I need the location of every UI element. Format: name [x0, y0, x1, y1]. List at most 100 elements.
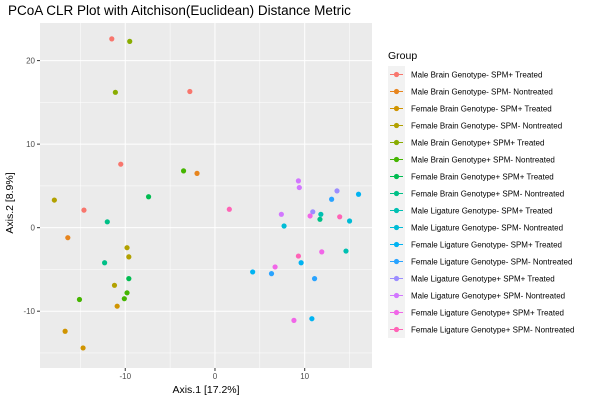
data-point-series-16 [337, 214, 343, 220]
legend-label: Female Brain Genotype- SPM+ Treated [411, 105, 552, 114]
data-point-series-5 [127, 38, 133, 44]
legend-item: Male Ligature Genotype- SPM+ Treated [388, 202, 553, 219]
data-point-series-16 [226, 206, 232, 212]
legend-item: Female Brain Genotype- SPM+ Treated [388, 100, 552, 117]
x-tick-label: 10 [300, 372, 309, 381]
legend-label: Female Brain Genotype+ SPM+ Treated [411, 173, 554, 182]
legend-key-point [393, 241, 400, 248]
data-point-series-13 [334, 188, 340, 194]
data-point-series-10 [346, 218, 353, 224]
data-point-series-14 [278, 211, 284, 217]
legend-item: Male Brain Genotype+ SPM- Nontreated [388, 151, 555, 168]
legend-item: Male Ligature Genotype- SPM- Nontreated [388, 219, 563, 236]
data-point-series-15 [319, 249, 325, 255]
data-point-series-8 [102, 260, 108, 266]
data-point-series-12 [329, 196, 335, 202]
data-point-series-11 [355, 191, 362, 197]
legend-label: Male Brain Genotype- SPM+ Treated [411, 71, 542, 80]
legend-key-point [393, 224, 400, 231]
legend-item: Female Brain Genotype- SPM- Nontreated [388, 117, 562, 134]
legend-label: Male Brain Genotype- SPM- Nontreated [411, 88, 553, 97]
data-point-series-2 [65, 235, 71, 241]
x-axis-title: Axis.1 [17.2%] [172, 384, 239, 396]
legend-label: Female Brain Genotype+ SPM- Nontreated [411, 190, 564, 199]
legend-key-point [393, 258, 400, 265]
legend-key-point [393, 156, 400, 163]
data-point-series-11 [298, 260, 304, 266]
data-point-series-1 [187, 88, 193, 95]
grid-minor [40, 23, 372, 368]
legend-key-point [393, 122, 400, 129]
legend-label: Male Brain Genotype+ SPM+ Treated [411, 139, 544, 148]
legend-label: Female Ligature Genotype+ SPM+ Treated [411, 309, 564, 318]
legend-item: Female Ligature Genotype- SPM+ Treated [388, 236, 562, 253]
legend-key-point [393, 275, 400, 282]
plot-panel [40, 23, 372, 368]
data-point-series-9 [318, 211, 324, 217]
legend-label: Female Ligature Genotype+ SPM- Nontreate… [411, 326, 574, 335]
x-tick-label: 0 [213, 372, 218, 381]
data-point-series-4 [124, 245, 130, 251]
data-point-series-12 [268, 271, 275, 277]
data-point-series-16 [295, 253, 302, 259]
data-point-series-6 [124, 290, 130, 296]
data-point-series-15 [291, 317, 297, 323]
data-point-series-5 [112, 89, 118, 95]
data-point-series-8 [104, 219, 110, 225]
data-point-series-6 [180, 168, 187, 174]
data-point-series-7 [145, 194, 152, 200]
data-point-series-3 [80, 345, 86, 351]
chart-title: PCoA CLR Plot with Aitchison(Euclidean) … [8, 3, 351, 18]
grid-major [40, 23, 372, 368]
legend-label: Female Ligature Genotype- SPM- Nontreate… [411, 258, 572, 267]
y-axis-title: Axis.2 [8.9%] [4, 172, 16, 233]
data-point-series-14 [295, 178, 302, 184]
data-point-series-14 [296, 184, 302, 191]
legend-key-point [393, 71, 400, 78]
legend-key-point [393, 173, 400, 180]
legend-label: Male Ligature Genotype- SPM+ Treated [411, 207, 553, 216]
legend-item: Male Brain Genotype- SPM+ Treated [388, 66, 542, 83]
legend-item: Female Ligature Genotype+ SPM+ Treated [388, 304, 564, 321]
legend: Group Male Brain Genotype- SPM+ TreatedM… [388, 50, 574, 338]
data-point-series-3 [114, 303, 120, 309]
data-point-series-4 [126, 254, 132, 260]
data-point-series-15 [272, 264, 278, 270]
y-axis-ticks: -10 0 10 20 [23, 57, 40, 316]
legend-item: Female Ligature Genotype+ SPM- Nontreate… [388, 321, 574, 338]
legend-items: Male Brain Genotype- SPM+ Treated Male Br… [388, 66, 574, 338]
data-point-series-12 [311, 276, 318, 282]
legend-key-point [393, 207, 400, 214]
legend-key-point [393, 139, 400, 146]
data-point-series-13 [310, 209, 316, 215]
x-axis-ticks: -10 0 10 [119, 368, 310, 381]
legend-label: Male Ligature Genotype+ SPM- Nontreated [411, 292, 565, 301]
x-tick-label: -10 [119, 372, 131, 381]
data-point-series-10 [281, 223, 287, 229]
data-point-series-2 [194, 170, 200, 176]
legend-item: Female Ligature Genotype- SPM- Nontreate… [388, 253, 572, 270]
legend-key-point [393, 105, 400, 112]
legend-label: Female Ligature Genotype- SPM+ Treated [411, 241, 562, 250]
legend-label: Male Ligature Genotype- SPM- Nontreated [411, 224, 563, 233]
data-point-series-4 [51, 197, 57, 203]
legend-item: Male Brain Genotype+ SPM+ Treated [388, 134, 544, 151]
data-point-series-6 [76, 296, 83, 303]
data-point-series-3 [62, 328, 68, 334]
data-points [51, 36, 362, 351]
legend-item: Male Ligature Genotype+ SPM- Nontreated [388, 287, 565, 304]
data-point-series-9 [343, 248, 349, 254]
data-point-series-4 [111, 282, 118, 288]
legend-label: Male Ligature Genotype+ SPM+ Treated [411, 275, 555, 284]
legend-key-point [393, 190, 400, 197]
y-tick-label: 10 [26, 140, 35, 149]
data-point-series-11 [309, 316, 315, 322]
legend-item: Female Brain Genotype+ SPM+ Treated [388, 168, 554, 185]
legend-item: Female Brain Genotype+ SPM- Nontreated [388, 185, 564, 202]
data-point-series-11 [250, 269, 256, 275]
legend-key-point [393, 292, 400, 299]
legend-key-point [393, 326, 400, 333]
legend-item: Male Brain Genotype- SPM- Nontreated [388, 83, 553, 100]
legend-title: Group [388, 50, 417, 62]
